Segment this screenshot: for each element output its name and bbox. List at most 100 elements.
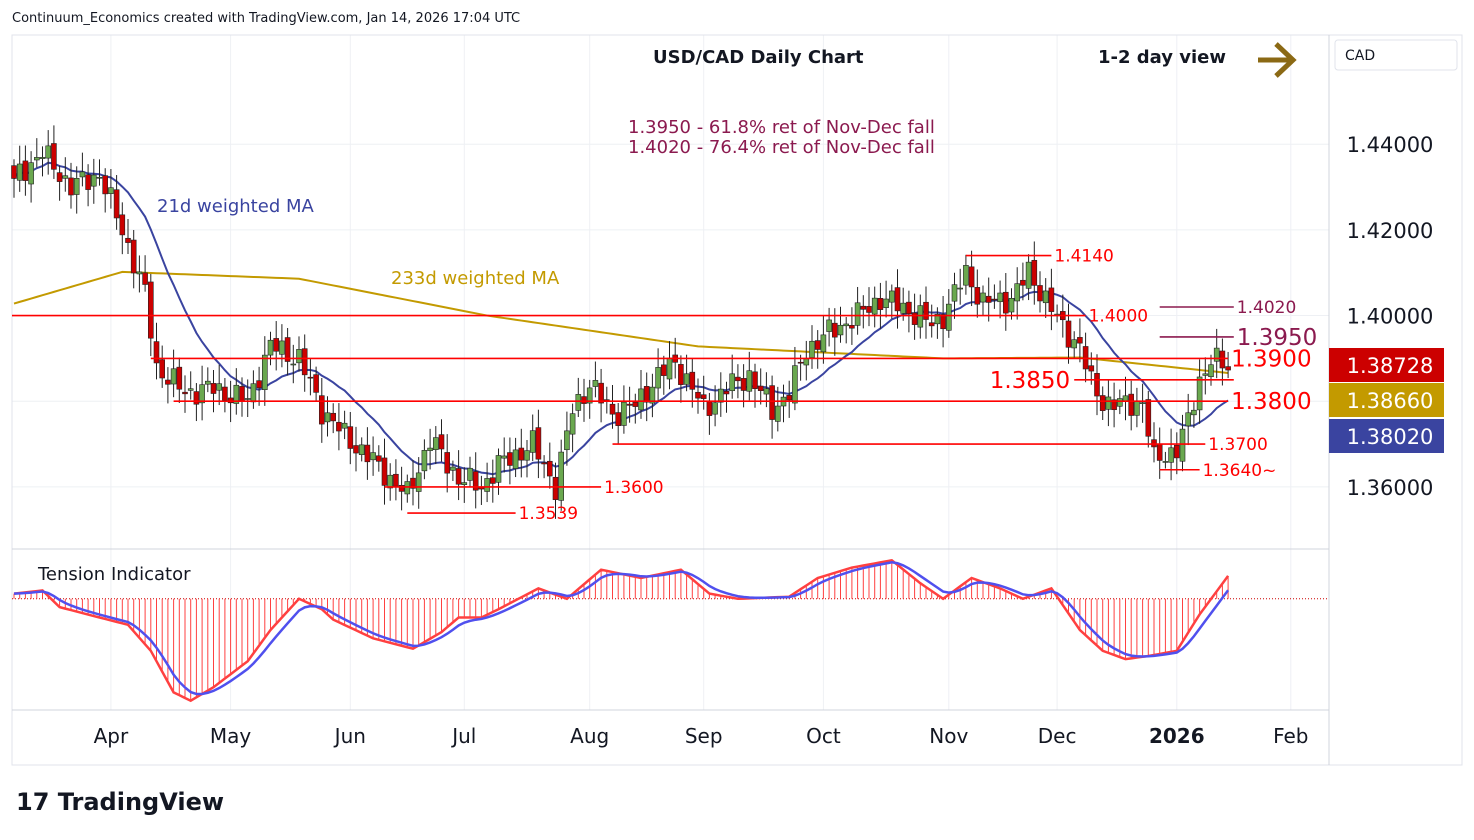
candle-up bbox=[450, 466, 456, 471]
candle-down bbox=[364, 444, 371, 463]
candle-up bbox=[216, 383, 222, 391]
candle-down bbox=[1020, 279, 1026, 286]
note-2: 1.4020 - 76.4% ret of Nov-Dec fall bbox=[628, 137, 935, 158]
candle-down bbox=[444, 452, 451, 474]
candle-up bbox=[1168, 447, 1174, 463]
candle-down bbox=[142, 272, 148, 285]
y-tick-label: 1.36000 bbox=[1347, 476, 1434, 500]
level-label: 1.4000 bbox=[1089, 307, 1148, 327]
candle-down bbox=[1099, 395, 1106, 411]
level-label: 1.3640~ bbox=[1203, 461, 1277, 481]
candle-down bbox=[11, 165, 17, 179]
candle-up bbox=[717, 388, 724, 403]
ma21-line bbox=[13, 161, 1229, 476]
level-label: 1.3950 bbox=[1237, 325, 1317, 351]
candle-down bbox=[273, 338, 280, 352]
candle-up bbox=[524, 450, 530, 461]
candle-up bbox=[341, 422, 348, 429]
candle-up bbox=[729, 373, 736, 392]
candle-up bbox=[826, 319, 832, 332]
x-tick-label: Jul bbox=[450, 724, 476, 748]
price-badge: 1.38660 bbox=[1347, 389, 1434, 413]
ma233-label: 233d weighted MA bbox=[391, 268, 560, 289]
candles bbox=[11, 125, 1231, 519]
candle-down bbox=[1077, 337, 1083, 344]
candle-down bbox=[849, 325, 855, 329]
candle-up bbox=[792, 365, 798, 404]
candle-down bbox=[51, 143, 57, 170]
candle-down bbox=[393, 473, 399, 487]
candle-down bbox=[330, 412, 337, 422]
candle-down bbox=[148, 281, 154, 339]
candle-up bbox=[575, 394, 582, 411]
ma21-label: 21d weighted MA bbox=[157, 196, 314, 217]
ma21-polyline bbox=[13, 161, 1229, 476]
level-label: 1.3800 bbox=[1231, 389, 1311, 415]
candle-up bbox=[1213, 347, 1220, 362]
candle-down bbox=[1111, 399, 1117, 411]
candle-down bbox=[222, 386, 228, 401]
candle-down bbox=[985, 295, 992, 303]
candle-up bbox=[484, 478, 490, 492]
price-badge-box bbox=[1329, 419, 1444, 453]
candle-down bbox=[546, 460, 553, 477]
logo-icon: 𝟭𝟳 bbox=[16, 788, 58, 816]
candle-up bbox=[370, 452, 376, 461]
tradingview-logo[interactable]: 𝟭𝟳 TradingView bbox=[16, 788, 224, 816]
candle-down bbox=[68, 177, 74, 196]
candle-up bbox=[1179, 428, 1186, 462]
currency-badge[interactable]: CAD bbox=[1345, 48, 1375, 64]
candle-down bbox=[307, 376, 314, 379]
candle-down bbox=[581, 396, 587, 404]
candle-up bbox=[917, 305, 924, 328]
candle-up bbox=[843, 323, 850, 327]
candle-down bbox=[256, 380, 262, 389]
candle-up bbox=[803, 358, 810, 366]
candle-down bbox=[1088, 365, 1095, 372]
candle-up bbox=[1105, 396, 1112, 410]
price-badge: 1.38728 bbox=[1347, 354, 1434, 378]
candle-down bbox=[866, 306, 872, 313]
candle-down bbox=[1094, 373, 1100, 397]
candle-up bbox=[1162, 461, 1169, 463]
candle-down bbox=[518, 447, 525, 461]
chart-title: USD/CAD Daily Chart bbox=[653, 47, 864, 68]
candle-up bbox=[809, 340, 815, 358]
candle-up bbox=[1139, 402, 1146, 404]
candle-up bbox=[1202, 373, 1209, 376]
candle-down bbox=[1145, 399, 1152, 437]
candle-down bbox=[814, 340, 821, 350]
candle-down bbox=[182, 391, 188, 395]
candle-down bbox=[541, 462, 547, 465]
x-tick-label: Feb bbox=[1273, 724, 1308, 748]
candle-up bbox=[358, 444, 365, 455]
candle-down bbox=[472, 471, 479, 491]
candle-down bbox=[797, 361, 804, 364]
candle-up bbox=[233, 384, 240, 404]
candle-up bbox=[997, 292, 1003, 303]
candle-down bbox=[877, 298, 884, 310]
candle-down bbox=[928, 322, 935, 327]
candle-up bbox=[564, 430, 570, 451]
candle-up bbox=[39, 157, 46, 159]
candle-up bbox=[746, 370, 753, 392]
candle-down bbox=[381, 457, 388, 486]
candle-up bbox=[774, 405, 781, 422]
candle-down bbox=[535, 427, 542, 460]
candle-down bbox=[193, 391, 200, 405]
candle-up bbox=[387, 474, 394, 489]
candle-down bbox=[1048, 287, 1055, 312]
candle-up bbox=[244, 398, 251, 400]
candle-down bbox=[375, 455, 382, 462]
indicator-title: Tension Indicator bbox=[37, 564, 191, 585]
candle-down bbox=[1037, 285, 1043, 302]
candle-up bbox=[91, 174, 97, 187]
arrow-right-icon bbox=[1258, 42, 1297, 78]
candle-up bbox=[170, 368, 177, 385]
candle-up bbox=[427, 447, 433, 451]
currency-badge-box bbox=[1334, 39, 1458, 71]
candle-down bbox=[130, 239, 137, 274]
candle-up bbox=[261, 354, 268, 390]
